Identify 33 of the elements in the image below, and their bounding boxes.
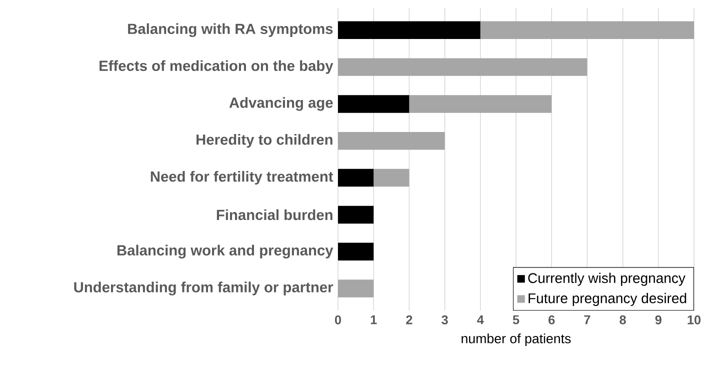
x-tick-label: 4 bbox=[477, 315, 484, 324]
x-tick-label: 7 bbox=[584, 315, 590, 324]
bar bbox=[480, 21, 694, 40]
x-tick-label: 9 bbox=[655, 315, 662, 324]
x-tick-label: 3 bbox=[442, 315, 448, 324]
y-tick-label: Financial burden bbox=[216, 209, 332, 220]
y-tick-label: Understanding from family or partner bbox=[74, 282, 334, 296]
legend-label: Future pregnancy desired bbox=[528, 292, 686, 306]
bar bbox=[338, 21, 480, 40]
y-tick-label: Effects of medication on the baby bbox=[100, 60, 334, 74]
x-tick-label: 5 bbox=[512, 315, 520, 324]
bar bbox=[338, 95, 410, 113]
bar bbox=[374, 168, 410, 187]
y-tick-label: Balancing work and pregnancy bbox=[117, 244, 334, 258]
bar bbox=[338, 132, 445, 150]
bar bbox=[338, 242, 374, 260]
x-tick-label: 8 bbox=[620, 315, 626, 324]
bar bbox=[338, 280, 374, 298]
bar bbox=[338, 206, 374, 224]
x-tick-label: 1 bbox=[370, 315, 377, 324]
x-tick-label: 10 bbox=[688, 315, 701, 324]
y-tick-label: Balancing with RA symptoms bbox=[128, 23, 333, 38]
x-tick-label: 2 bbox=[406, 315, 412, 324]
y-tick-label: Advancing age bbox=[229, 97, 333, 111]
bar bbox=[409, 95, 552, 113]
y-tick-label: Need for fertility treatment bbox=[150, 170, 334, 185]
y-tick-label: Heredity to children bbox=[196, 134, 332, 148]
bar bbox=[338, 58, 588, 76]
x-tick-label: 0 bbox=[334, 315, 341, 324]
legend-label: Currently wish pregnancy bbox=[528, 272, 686, 286]
x-axis-title: number of patients bbox=[462, 334, 571, 346]
bar bbox=[338, 168, 374, 187]
x-tick-label: 6 bbox=[548, 315, 555, 324]
